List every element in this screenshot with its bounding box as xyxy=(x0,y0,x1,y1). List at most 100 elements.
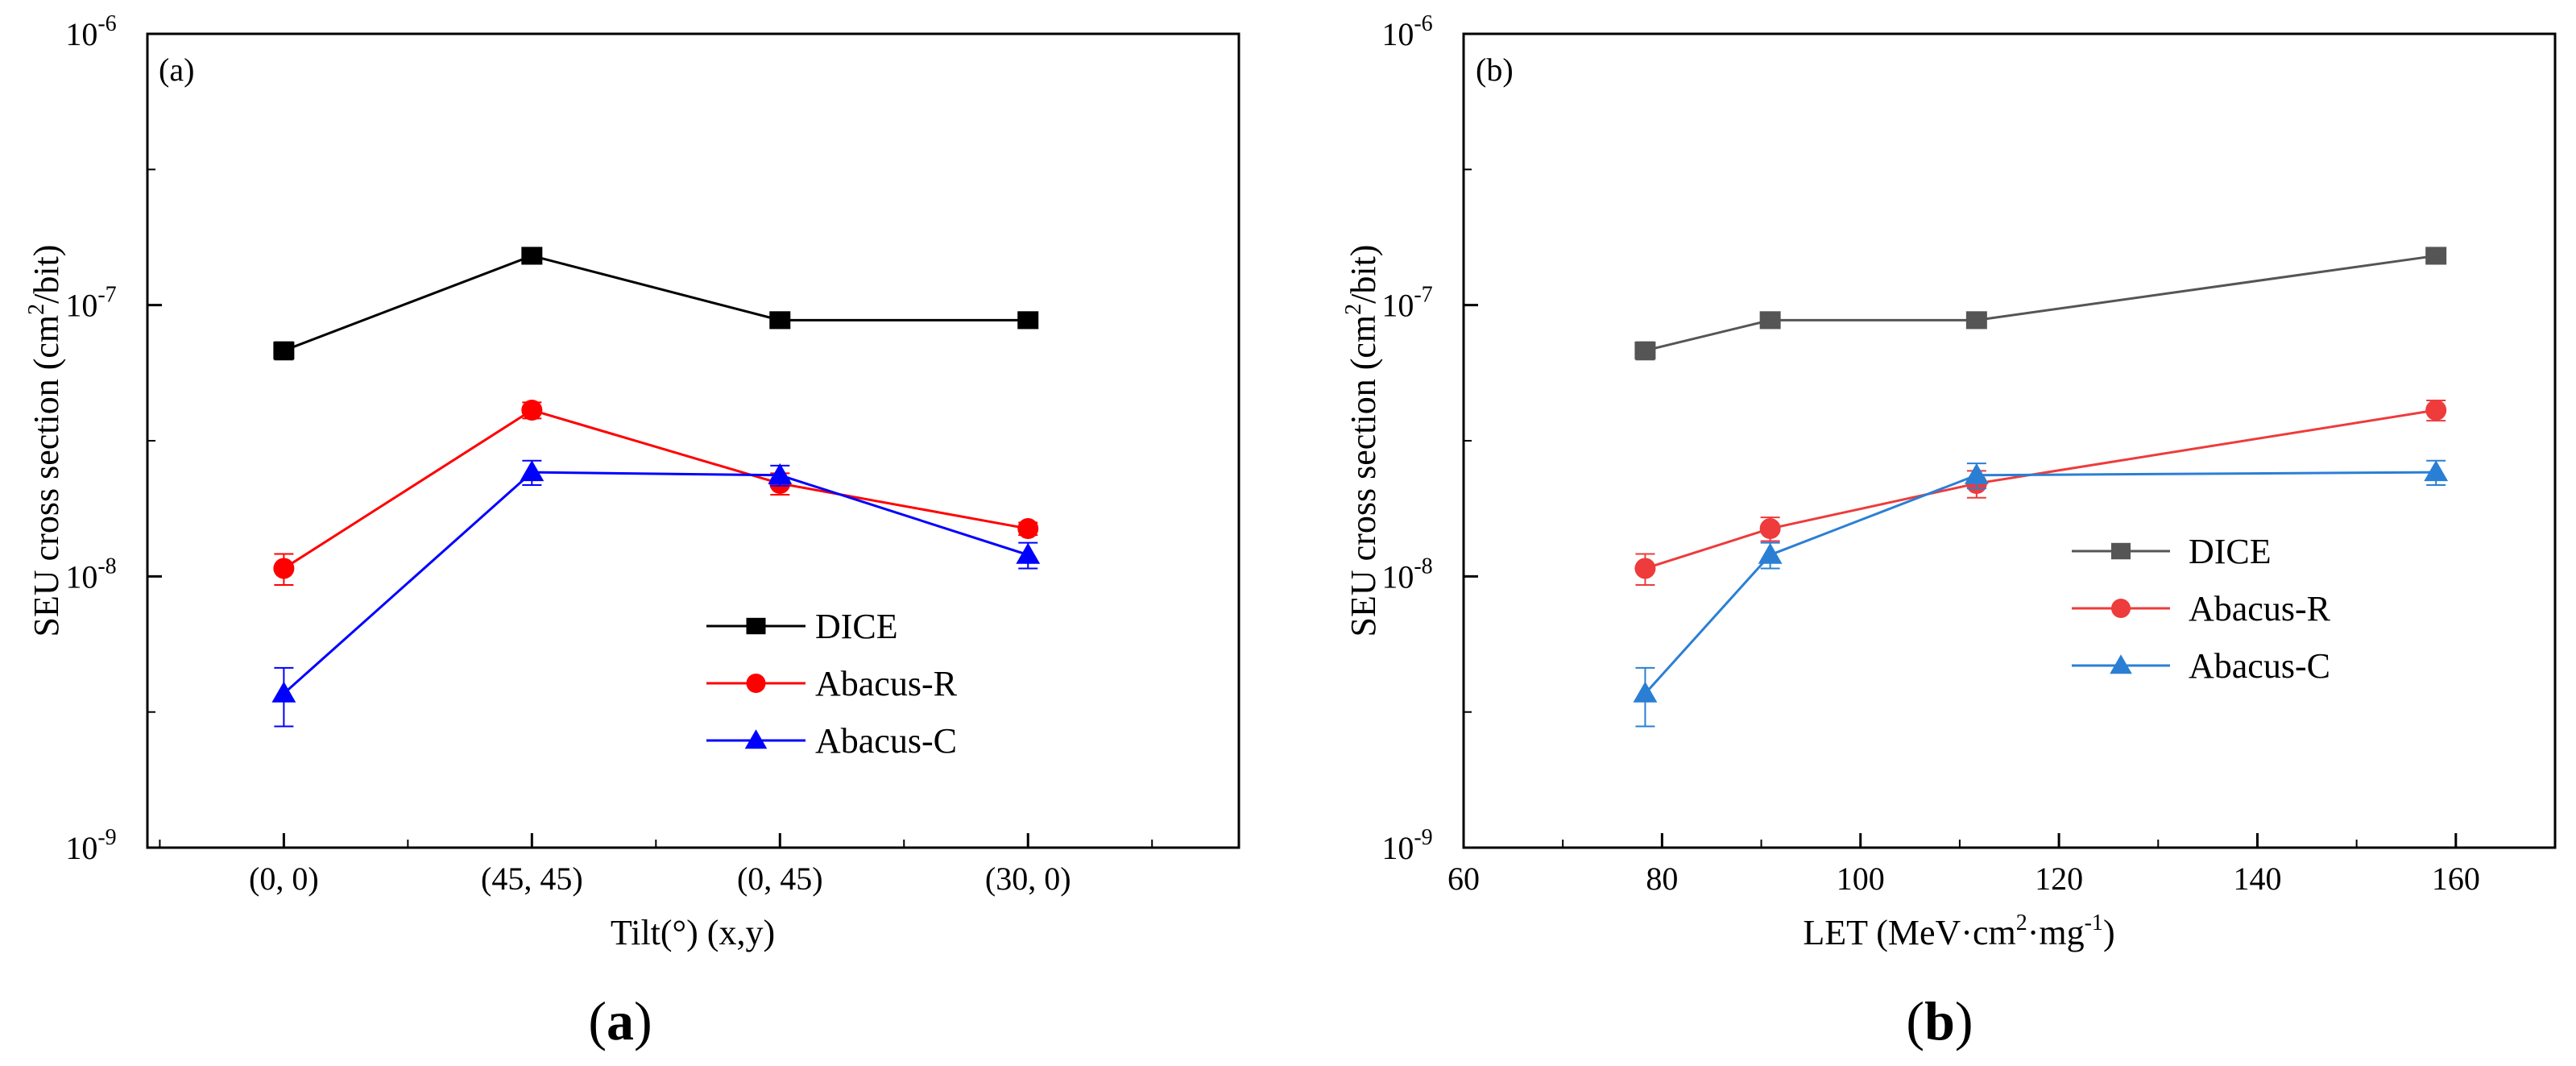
axis-ticks-a: 10-910-810-710-6(0, 0) (45, 45) (0, 45) (30… xyxy=(65,11,1153,897)
data-point-abacus-r xyxy=(521,400,543,421)
caption-a: (a) xyxy=(588,990,652,1051)
y-tick-base: 10 xyxy=(65,558,97,595)
caption-a-open: ( xyxy=(588,990,607,1051)
y-tick-label: 10-6 xyxy=(65,11,116,52)
caption-b-letter: b xyxy=(1924,990,1955,1051)
legend-a: DICE Abacus-R Abacus-C xyxy=(706,607,958,761)
data-point-dice xyxy=(1965,311,1987,330)
series-group-a xyxy=(271,247,1041,728)
data-point-abacus-r xyxy=(1634,558,1656,579)
x-axis-label-b-sup2: -1 xyxy=(2085,910,2103,935)
x-tick-label: 100 xyxy=(1837,861,1885,897)
data-point-abacus-c xyxy=(768,462,793,484)
x-tick-label: (0, 45) xyxy=(737,861,823,897)
y-axis-label-a-sup: 2 xyxy=(24,304,49,315)
x-tick-label: 80 xyxy=(1646,861,1678,897)
plot-frame-a xyxy=(146,32,1240,849)
y-tick-exponent: -9 xyxy=(97,825,116,850)
y-axis-label-a-main: SEU cross section (cm xyxy=(27,315,66,637)
y-tick-base: 10 xyxy=(1381,288,1414,324)
legend-marker-abacus-r xyxy=(2111,599,2131,618)
x-axis-label-b-tail: ) xyxy=(2103,913,2115,952)
legend-label-abacus-c: Abacus-C xyxy=(815,721,957,761)
x-axis-label-b: LET (MeV·cm2·mg-1) xyxy=(1803,910,2114,952)
series-line-abacus-r xyxy=(1644,409,2437,570)
caption-b-open: ( xyxy=(1906,990,1924,1051)
y-tick-base: 10 xyxy=(1381,558,1414,595)
x-tick-label: (0, 0) xyxy=(249,861,319,897)
data-point-dice xyxy=(1759,311,1781,330)
legend-label-dice: DICE xyxy=(2189,532,2272,571)
series-line-abacus-c xyxy=(283,471,1029,695)
data-point-dice xyxy=(273,342,295,360)
y-tick-base: 10 xyxy=(65,288,97,324)
y-tick-exponent: -6 xyxy=(97,11,116,36)
series-line-abacus-c xyxy=(1644,471,2437,695)
series-abacus-r xyxy=(273,400,1039,586)
y-tick-base: 10 xyxy=(65,830,97,866)
y-tick-label: 10-8 xyxy=(65,554,116,595)
y-tick-base: 10 xyxy=(65,16,97,52)
x-tick-label: 60 xyxy=(1447,861,1480,897)
legend-label-abacus-r: Abacus-R xyxy=(2189,589,2331,628)
legend-label-abacus-c: Abacus-C xyxy=(2189,646,2330,686)
panel-b: 10-910-810-710-660 80 100 120 140 160 (b) LET… xyxy=(1341,11,2557,1051)
y-tick-label: 10-9 xyxy=(65,825,116,866)
data-point-dice xyxy=(1634,342,1656,360)
axis-ticks-b: 10-910-810-710-660 80 100 120 140 160 xyxy=(1381,11,2479,897)
y-tick-exponent: -7 xyxy=(1414,283,1432,308)
y-tick-base: 10 xyxy=(1381,16,1414,52)
y-axis-label-b-main: SEU cross section (cm xyxy=(1344,315,1383,637)
data-point-abacus-c xyxy=(1964,462,1989,484)
series-abacus-c xyxy=(1633,459,2449,728)
data-point-dice xyxy=(1017,311,1039,330)
series-line-dice xyxy=(283,254,1029,352)
series-abacus-c xyxy=(271,459,1041,728)
x-axis-label-b-sup1: 2 xyxy=(2016,910,2027,935)
series-dice xyxy=(1634,247,2447,361)
data-point-abacus-r xyxy=(1759,518,1781,540)
panel-a: 10-910-810-710-6(0, 0) (45, 45) (0, 45) (30… xyxy=(24,11,1240,1051)
legend-marker-dice xyxy=(746,617,766,635)
legend-marker-abacus-c xyxy=(2110,654,2132,674)
y-tick-label: 10-6 xyxy=(1381,11,1432,52)
y-tick-exponent: -6 xyxy=(1414,11,1432,36)
y-tick-exponent: -9 xyxy=(1414,825,1432,850)
legend-marker-abacus-r xyxy=(746,674,766,693)
data-point-dice xyxy=(521,247,543,265)
y-tick-label: 10-8 xyxy=(1381,554,1432,595)
y-tick-label: 10-7 xyxy=(65,283,116,324)
caption-b-close: ) xyxy=(1955,990,1973,1051)
x-tick-label: 140 xyxy=(2233,861,2281,897)
plot-frame-b xyxy=(1462,32,2557,849)
y-tick-label: 10-9 xyxy=(1381,825,1432,866)
x-tick-label: 120 xyxy=(2035,861,2083,897)
y-axis-label-b: SEU cross section (cm2/bit) xyxy=(1341,245,1383,637)
y-axis-label-a: SEU cross section (cm2/bit) xyxy=(24,245,66,637)
data-point-abacus-c xyxy=(2424,460,2449,482)
series-abacus-r xyxy=(1634,400,2447,586)
data-point-abacus-r xyxy=(273,558,295,579)
caption-a-letter: a xyxy=(607,990,634,1051)
y-tick-label: 10-7 xyxy=(1381,283,1432,324)
x-tick-label: (45, 45) xyxy=(481,861,583,897)
series-group-b xyxy=(1633,247,2449,728)
legend-marker-abacus-c xyxy=(744,729,768,749)
legend-b: DICE Abacus-R Abacus-C xyxy=(2072,532,2331,686)
caption-b: (b) xyxy=(1906,990,1973,1051)
y-tick-exponent: -8 xyxy=(1414,554,1432,579)
legend-label-dice: DICE xyxy=(815,607,898,646)
legend-marker-dice xyxy=(2111,542,2131,560)
data-point-dice xyxy=(2425,247,2447,265)
y-tick-exponent: -8 xyxy=(97,554,116,579)
data-point-abacus-c xyxy=(520,460,545,482)
y-axis-label-a-tail: /bit) xyxy=(27,245,66,304)
panel-label-b: (b) xyxy=(1476,52,1514,88)
series-line-abacus-r xyxy=(283,409,1029,570)
data-point-dice xyxy=(769,311,791,330)
data-point-abacus-c xyxy=(1633,681,1658,703)
x-tick-label: (30, 0) xyxy=(985,861,1071,897)
caption-a-close: ) xyxy=(634,990,652,1051)
data-point-abacus-r xyxy=(1017,518,1039,540)
